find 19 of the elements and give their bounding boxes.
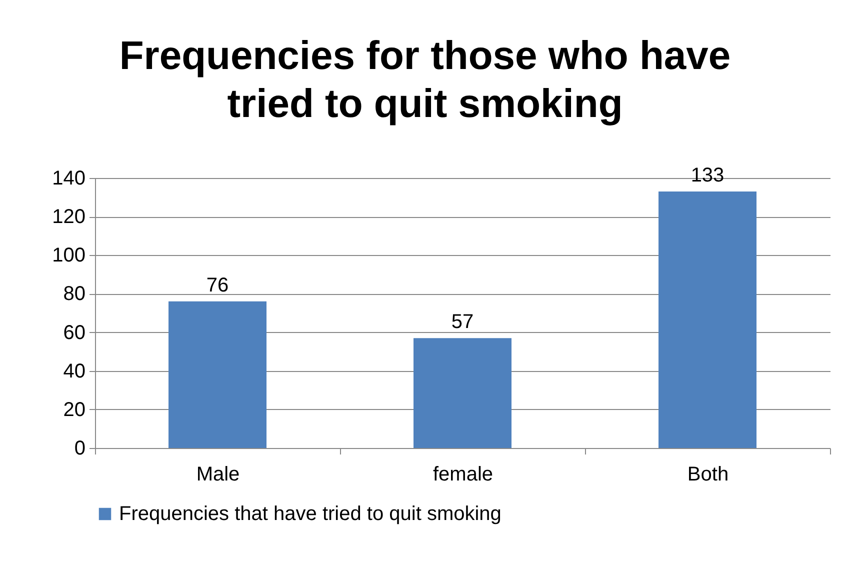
data-label: 57 [451, 311, 474, 334]
y-tick-label: 60 [63, 322, 86, 344]
bar [658, 192, 756, 448]
x-tick-label: Both [687, 464, 729, 486]
y-tick-label: 0 [74, 438, 86, 460]
y-tick-label: 100 [52, 244, 86, 267]
x-tick-label: Male [196, 464, 240, 486]
data-label: 76 [206, 274, 229, 296]
y-tick-label: 80 [63, 283, 86, 306]
chart-title: Frequencies for those who have tried to quit smoking [118, 33, 732, 128]
bar [168, 301, 266, 448]
y-tick-label: 120 [52, 206, 86, 228]
y-tick-label: 20 [63, 398, 86, 421]
y-tick-label: 40 [63, 360, 86, 382]
data-label: 133 [690, 164, 724, 186]
x-tick-label: female [432, 464, 494, 486]
y-tick-label: 140 [52, 168, 86, 190]
legend-label: Frequencies that have tried to quit smoking [119, 503, 502, 525]
bar [414, 338, 512, 448]
